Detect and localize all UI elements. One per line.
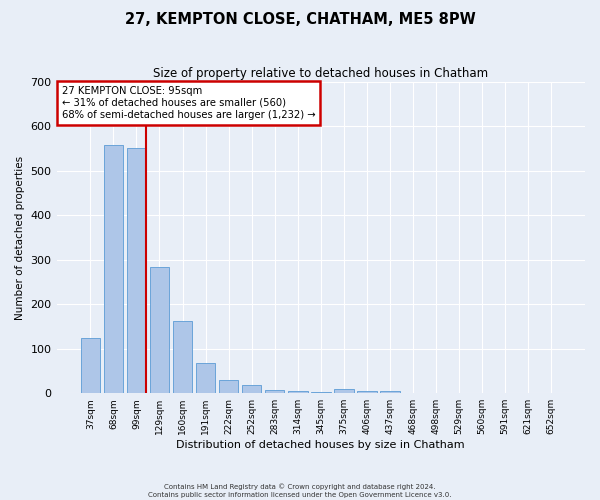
Bar (219, 380, 238, 393)
Bar (334, 389, 353, 393)
Bar (357, 391, 377, 393)
Bar (380, 391, 400, 393)
Text: Contains HM Land Registry data © Crown copyright and database right 2024.
Contai: Contains HM Land Registry data © Crown c… (148, 484, 452, 498)
Bar (265, 390, 284, 393)
Bar (80, 338, 100, 393)
Bar (104, 145, 123, 393)
Y-axis label: Number of detached properties: Number of detached properties (15, 156, 25, 320)
Bar (196, 364, 215, 393)
Text: 27 KEMPTON CLOSE: 95sqm
← 31% of detached houses are smaller (560)
68% of semi-d: 27 KEMPTON CLOSE: 95sqm ← 31% of detache… (62, 86, 316, 120)
X-axis label: Distribution of detached houses by size in Chatham: Distribution of detached houses by size … (176, 440, 465, 450)
Bar (311, 392, 331, 393)
Text: 27, KEMPTON CLOSE, CHATHAM, ME5 8PW: 27, KEMPTON CLOSE, CHATHAM, ME5 8PW (125, 12, 475, 28)
Bar (149, 268, 169, 393)
Bar (242, 385, 262, 393)
Title: Size of property relative to detached houses in Chatham: Size of property relative to detached ho… (153, 68, 488, 80)
Bar (173, 320, 193, 393)
Bar (288, 392, 308, 393)
Bar (127, 148, 146, 393)
